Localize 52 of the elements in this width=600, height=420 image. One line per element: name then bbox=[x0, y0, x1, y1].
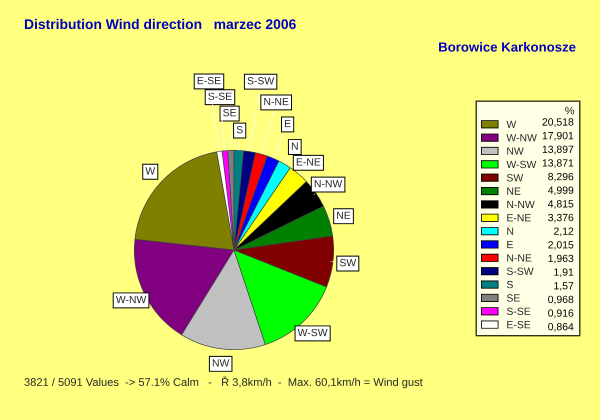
slice-label: W bbox=[145, 167, 156, 174]
legend-label: E-SE bbox=[507, 320, 530, 328]
slice-label: W-SW bbox=[298, 328, 328, 336]
data-label: 0,968 bbox=[548, 296, 574, 304]
data-label: 1,57 bbox=[554, 282, 574, 291]
category-label: N bbox=[292, 142, 298, 150]
slice-label: S bbox=[236, 126, 243, 134]
data-label: 17,901 bbox=[542, 132, 574, 141]
chart-title: Distribution Wind direction marzec 2006 bbox=[24, 18, 296, 30]
legend-label: E bbox=[507, 240, 513, 248]
legend-label: S-SW bbox=[506, 268, 534, 275]
legend-label: S-SE bbox=[506, 308, 530, 316]
data-label: 1,91 bbox=[554, 268, 574, 278]
legend-label: NE bbox=[507, 188, 520, 195]
legend-label: N-NW bbox=[507, 200, 535, 208]
slice-label: W-NW bbox=[116, 296, 146, 304]
slice-label: NW bbox=[212, 359, 230, 367]
data-label: 0,864 bbox=[548, 322, 574, 332]
data-label: 20,518 bbox=[542, 118, 574, 127]
legend-label: W-SW bbox=[506, 160, 536, 168]
text: 3821 / 5091 Values -> 57.1% Calm - Ř 3,8km/h - Max. 60,1km/h = Wind gust bbox=[24, 376, 423, 388]
legend-label: S bbox=[506, 280, 513, 288]
legend-label: NW bbox=[507, 147, 524, 155]
slice-label: E-NE bbox=[296, 158, 320, 166]
legend-label: N-NE bbox=[507, 254, 532, 262]
legend-label: W bbox=[506, 120, 516, 128]
legend-label: E-NE bbox=[507, 214, 531, 222]
data-label: 2,12 bbox=[554, 227, 574, 236]
data-label: 8,296 bbox=[548, 172, 574, 182]
data-label: 4,999 bbox=[548, 186, 574, 196]
data-label: 13,871 bbox=[542, 159, 574, 168]
data-label: 0,916 bbox=[548, 309, 574, 318]
slice-label: SW bbox=[340, 258, 356, 266]
slice-label: NE bbox=[337, 212, 350, 219]
legend-label: W-NW bbox=[506, 134, 537, 142]
data-label: 1,963 bbox=[548, 254, 574, 264]
slice-label: N-NW bbox=[314, 180, 342, 188]
data-label: 4,815 bbox=[548, 200, 574, 209]
legend-label: N bbox=[507, 228, 514, 235]
category-label: N-NE bbox=[264, 98, 288, 106]
slice-label: E-SE bbox=[198, 76, 221, 84]
slice-label: SE bbox=[223, 108, 236, 116]
slice-label: S-SE bbox=[208, 92, 232, 100]
slice-label: S-SW bbox=[247, 77, 274, 84]
data-label: 3,376 bbox=[548, 214, 574, 222]
legend-label: SW bbox=[506, 174, 524, 182]
legend-title: % bbox=[565, 106, 574, 114]
legend-label: SE bbox=[506, 294, 520, 302]
data-label: 13,897 bbox=[542, 146, 574, 154]
chart-subtitle: Borowice Karkonosze bbox=[439, 42, 576, 52]
data-label: 2,015 bbox=[548, 241, 574, 250]
slice-label: E bbox=[284, 120, 291, 128]
